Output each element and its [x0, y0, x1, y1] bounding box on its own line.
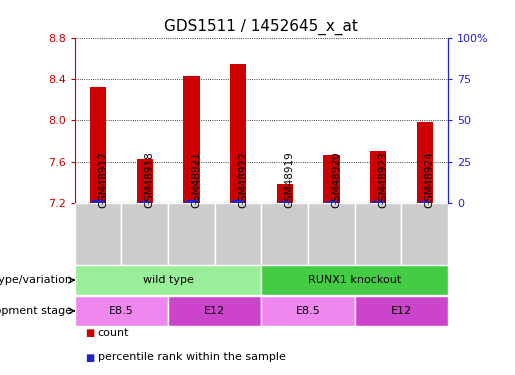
Bar	[355, 296, 448, 326]
Bar	[277, 184, 293, 203]
Bar	[308, 203, 355, 265]
Bar	[215, 203, 261, 265]
Text: ■: ■	[85, 328, 94, 338]
Bar	[75, 296, 168, 326]
Text: GSM48923: GSM48923	[378, 151, 388, 208]
Text: genotype/variation: genotype/variation	[0, 275, 72, 285]
Text: GSM48922: GSM48922	[238, 151, 248, 208]
Text: GSM48919: GSM48919	[285, 151, 295, 208]
Bar	[230, 64, 246, 203]
Bar	[372, 201, 384, 203]
Bar	[323, 155, 339, 203]
Text: E12: E12	[204, 306, 225, 316]
Bar	[261, 296, 355, 326]
Bar	[92, 200, 104, 203]
Bar	[122, 203, 168, 265]
Bar	[370, 151, 386, 203]
Bar	[279, 201, 290, 203]
Bar	[261, 203, 308, 265]
Title: GDS1511 / 1452645_x_at: GDS1511 / 1452645_x_at	[164, 19, 358, 35]
Bar	[185, 200, 197, 203]
Text: GSM48924: GSM48924	[425, 151, 435, 208]
Bar	[75, 203, 122, 265]
Text: E12: E12	[391, 306, 412, 316]
Bar	[168, 296, 261, 326]
Text: count: count	[98, 328, 129, 338]
Text: GSM48921: GSM48921	[192, 151, 201, 208]
Bar	[139, 201, 150, 203]
Bar	[183, 76, 199, 203]
Bar	[401, 203, 448, 265]
Bar	[232, 200, 244, 203]
Bar	[325, 201, 337, 203]
Text: development stage: development stage	[0, 306, 72, 316]
Bar	[417, 122, 433, 203]
Text: GSM48918: GSM48918	[145, 151, 154, 208]
Text: E8.5: E8.5	[109, 306, 134, 316]
Bar	[355, 203, 401, 265]
Text: E8.5: E8.5	[296, 306, 320, 316]
Bar	[168, 203, 215, 265]
Bar	[419, 201, 431, 203]
Bar	[261, 266, 448, 295]
Text: GSM48920: GSM48920	[331, 151, 341, 208]
Text: RUNX1 knockout: RUNX1 knockout	[308, 275, 401, 285]
Text: percentile rank within the sample: percentile rank within the sample	[98, 352, 286, 363]
Text: ■: ■	[85, 352, 94, 363]
Bar	[75, 266, 261, 295]
Bar	[136, 159, 153, 203]
Text: wild type: wild type	[143, 275, 194, 285]
Bar	[90, 87, 106, 203]
Text: GSM48917: GSM48917	[98, 151, 108, 208]
